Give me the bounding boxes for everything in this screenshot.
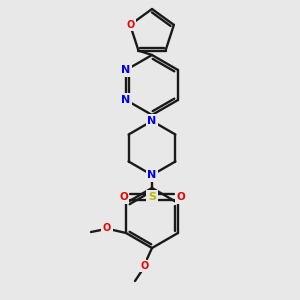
- Text: N: N: [147, 170, 157, 180]
- Text: N: N: [147, 116, 157, 126]
- Text: O: O: [126, 20, 134, 30]
- Text: O: O: [119, 192, 128, 202]
- Text: N: N: [122, 95, 130, 105]
- Text: O: O: [103, 223, 111, 233]
- Text: N: N: [122, 65, 130, 75]
- Text: O: O: [141, 261, 149, 271]
- Text: O: O: [176, 192, 185, 202]
- Text: S: S: [148, 192, 156, 202]
